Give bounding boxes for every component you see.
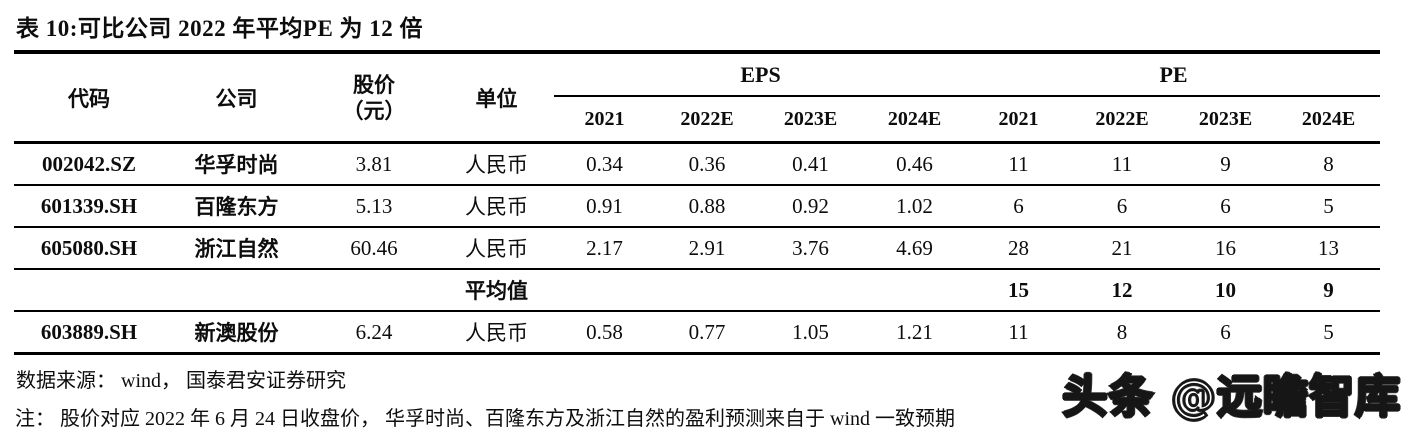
cell-eps-2024e xyxy=(862,269,967,311)
cell-eps-2024e: 0.46 xyxy=(896,151,933,176)
cell-company: 百隆东方 xyxy=(194,195,279,219)
cell-pe-2024e: 5 xyxy=(1323,193,1334,218)
col-header-unit: 单位 xyxy=(439,54,554,144)
cell-eps-2024e: 1.21 xyxy=(896,319,933,344)
col-header-pe-2024e: 2024E xyxy=(1277,96,1381,144)
cell-company: 华孚时尚 xyxy=(194,153,279,177)
cell-company: 浙江自然 xyxy=(194,237,279,261)
cell-code: 605080.SH xyxy=(40,235,138,260)
table-title: 表 10:可比公司 2022 年平均PE 为 12 倍 xyxy=(14,0,1380,54)
cell-pe-2023e: 6 xyxy=(1220,319,1231,344)
cell-unit: 人民币 xyxy=(465,237,528,261)
col-header-company: 公司 xyxy=(164,54,309,144)
col-header-pe-2022e: 2022E xyxy=(1070,96,1175,144)
col-header-code: 代码 xyxy=(14,54,164,144)
cell-pe-2021: 6 xyxy=(1013,193,1024,218)
cell-company: 新澳股份 xyxy=(194,321,279,345)
cell-price: 3.81 xyxy=(355,151,393,176)
col-header-price: 股价 （元） xyxy=(309,54,439,144)
group-header-row: 代码 公司 股价 （元） 单位 EPS PE xyxy=(14,54,1381,144)
cell-company xyxy=(164,269,309,311)
cell-eps-2024e: 4.69 xyxy=(896,235,933,260)
cell-code xyxy=(14,269,164,311)
table-row: 002042.SZ 华孚时尚 3.81 人民币 0.34 0.36 0.41 0.46 11 11… xyxy=(14,143,1381,185)
cell-unit: 人民币 xyxy=(465,153,528,177)
table-body: 002042.SZ 华孚时尚 3.81 人民币 0.34 0.36 0.41 0.46 11 11… xyxy=(14,143,1381,354)
data-source-text: 数据来源： wind， 国泰君安证券研究 xyxy=(16,370,346,392)
comparable-companies-table: 代码 公司 股价 （元） 单位 EPS PE 2021 2022E 2023E … xyxy=(14,54,1381,355)
cell-pe-2022e: 8 xyxy=(1116,319,1128,344)
cell-eps-2022e xyxy=(655,269,759,311)
cell-pe-2024e: 8 xyxy=(1323,151,1334,176)
col-header-pe-2021: 2021 xyxy=(967,96,1071,144)
cell-eps-2023e: 0.41 xyxy=(792,151,829,176)
cell-pe-2021: 11 xyxy=(1008,151,1029,176)
cell-eps-2022e: 0.88 xyxy=(688,193,726,218)
cell-eps-2024e: 1.02 xyxy=(896,193,933,218)
cell-eps-2022e: 0.36 xyxy=(688,151,726,176)
col-header-pe-2023e: 2023E xyxy=(1174,96,1278,144)
cell-eps-2021: 0.34 xyxy=(586,151,623,176)
cell-pe-2024e: 5 xyxy=(1323,319,1334,344)
col-header-eps-2023e: 2023E xyxy=(759,96,862,144)
year-header-row: 2021 2022E 2023E 2024E 2021 2022E 2023E … xyxy=(14,96,1381,144)
cell-eps-2021: 0.91 xyxy=(586,193,623,218)
col-group-eps: EPS xyxy=(554,54,968,97)
table-row: 603889.SH 新澳股份 6.24 人民币 0.58 0.77 1.05 1.21 11 8 6… xyxy=(14,311,1381,354)
cell-pe-2021: 11 xyxy=(1008,319,1029,344)
cell-pe-2022e: 6 xyxy=(1116,193,1128,218)
cell-pe-2024e: 9 xyxy=(1323,277,1334,302)
cell-unit: 人民币 xyxy=(465,195,528,219)
cell-price: 6.24 xyxy=(355,319,393,344)
cell-eps-2023e: 0.92 xyxy=(792,193,829,218)
cell-price xyxy=(309,269,439,311)
cell-eps-2022e: 0.77 xyxy=(688,319,726,344)
col-group-pe: PE xyxy=(967,54,1381,97)
cell-pe-2023e: 9 xyxy=(1220,151,1231,176)
cell-code: 601339.SH xyxy=(40,193,138,218)
cell-pe-2024e: 13 xyxy=(1318,235,1340,260)
cell-pe-2021: 15 xyxy=(1008,277,1030,302)
table-row: 605080.SH 浙江自然 60.46 人民币 2.17 2.91 3.76 4.69 28 2… xyxy=(14,227,1381,269)
cell-pe-2022e: 11 xyxy=(1111,151,1133,176)
col-header-price-line2: （元） xyxy=(342,98,406,123)
cell-eps-2023e: 1.05 xyxy=(792,319,829,344)
cell-unit: 人民币 xyxy=(465,321,528,345)
cell-pe-2023e: 6 xyxy=(1220,193,1231,218)
cell-code: 603889.SH xyxy=(40,319,138,344)
cell-pe-2022e: 21 xyxy=(1111,235,1133,260)
cell-eps-2021: 0.58 xyxy=(586,319,623,344)
cell-code: 002042.SZ xyxy=(42,151,136,176)
cell-pe-2022e: 12 xyxy=(1111,277,1133,302)
table-row: 601339.SH 百隆东方 5.13 人民币 0.91 0.88 0.92 1.02 6 6 6 5 xyxy=(14,185,1381,227)
cell-eps-2021 xyxy=(554,269,655,311)
footnote-text: 注： 股价对应 2022 年 6 月 24 日收盘价， 华孚时尚、百隆东方及浙江… xyxy=(15,408,955,430)
table-header: 代码 公司 股价 （元） 单位 EPS PE 2021 2022E 2023E … xyxy=(14,54,1381,144)
watermark-text: 头条 @远瞻智库 xyxy=(1061,370,1401,423)
cell-price: 60.46 xyxy=(350,235,398,260)
cell-pe-2021: 28 xyxy=(1008,235,1030,260)
cell-eps-2021: 2.17 xyxy=(586,235,623,260)
table-row-average: 平均值 15 12 10 9 xyxy=(14,269,1381,311)
cell-eps-2022e: 2.91 xyxy=(688,235,726,260)
cell-eps-2023e: 3.76 xyxy=(792,235,829,260)
cell-pe-2023e: 10 xyxy=(1215,277,1237,302)
cell-pe-2023e: 16 xyxy=(1215,235,1237,260)
col-header-eps-2022e: 2022E xyxy=(655,96,759,144)
cell-eps-2023e xyxy=(759,269,862,311)
col-header-eps-2024e: 2024E xyxy=(862,96,968,144)
col-header-eps-2021: 2021 xyxy=(554,96,655,144)
cell-unit: 平均值 xyxy=(465,279,528,303)
col-header-price-line1: 股价 xyxy=(353,72,395,97)
cell-price: 5.13 xyxy=(355,193,393,218)
